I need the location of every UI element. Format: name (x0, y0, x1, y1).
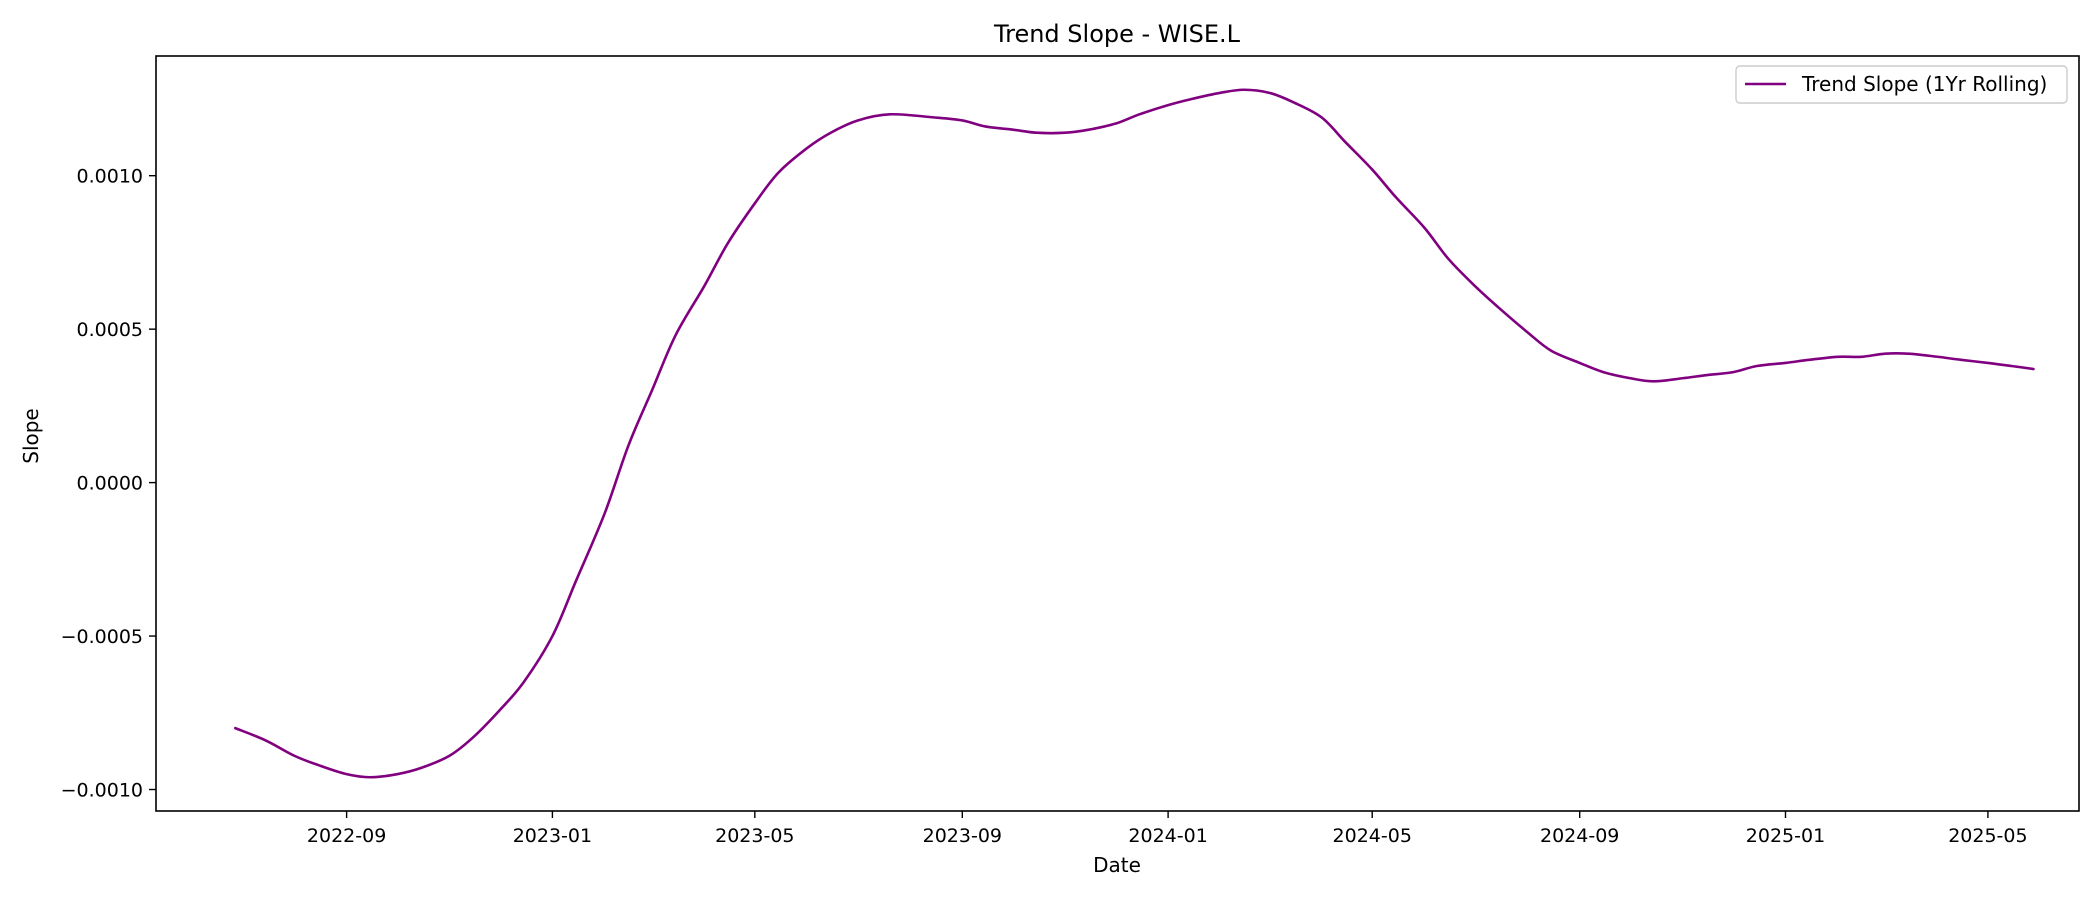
plot-frame (155, 55, 2080, 812)
x-axis-label: Date (1093, 853, 1141, 877)
legend-box (1735, 65, 2068, 104)
x-tick-label: 2025-01 (1746, 825, 1825, 847)
x-tick-label: 2023-09 (923, 825, 1002, 847)
x-tick-label: 2024-01 (1128, 825, 1207, 847)
y-tick-label: 0.0005 (77, 319, 143, 341)
y-axis: −0.0010 −0.0005 0.0000 0.0005 0.0010 (61, 166, 156, 802)
y-tick-label: 0.0010 (77, 166, 143, 188)
y-tick-label: −0.0010 (61, 780, 143, 802)
x-tick-label: 2024-05 (1333, 825, 1412, 847)
x-tick-label: 2022-09 (307, 825, 386, 847)
series-line-trend-slope (233, 88, 2035, 779)
y-axis-label: Slope (19, 408, 43, 464)
x-tick-label: 2024-09 (1540, 825, 1619, 847)
chart-title: Trend Slope - WISE.L (993, 20, 1241, 48)
x-axis: 2022-09 2023-01 2023-05 2023-09 2024-01 2024-… (307, 811, 2028, 847)
x-tick-label: 2025-05 (1948, 825, 2027, 847)
x-tick-label: 2023-01 (513, 825, 592, 847)
legend-label: Trend Slope (1Yr Rolling) (1801, 72, 2047, 96)
y-tick-label: 0.0000 (77, 473, 143, 495)
legend: Trend Slope (1Yr Rolling) (1735, 65, 2068, 104)
y-tick-label: −0.0005 (61, 626, 143, 648)
x-tick-label: 2023-05 (715, 825, 794, 847)
plot-area: 2022-09 2023-01 2023-05 2023-09 2024-01 2024-… (61, 55, 2080, 847)
